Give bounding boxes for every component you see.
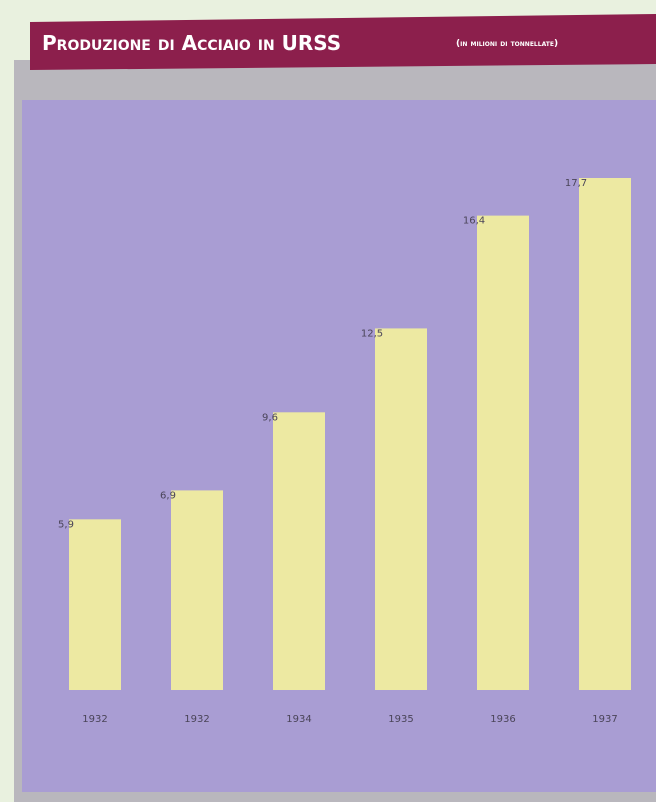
data-label: 5,9 bbox=[58, 519, 74, 530]
bar bbox=[477, 215, 529, 690]
data-label: 12,5 bbox=[361, 328, 383, 339]
data-label: 16,4 bbox=[463, 216, 485, 227]
bar bbox=[273, 412, 325, 690]
title-bar bbox=[30, 14, 656, 70]
x-tick-label: 1936 bbox=[490, 714, 515, 725]
bar bbox=[171, 490, 223, 690]
x-tick-label: 1935 bbox=[388, 714, 413, 725]
bar bbox=[579, 178, 631, 690]
data-label: 17,7 bbox=[565, 178, 587, 189]
data-label: 9,6 bbox=[262, 412, 278, 423]
data-label: 6,9 bbox=[160, 490, 176, 501]
chart-subtitle: (in milioni di tonnellate) bbox=[456, 39, 558, 49]
x-tick-label: 1937 bbox=[592, 714, 617, 725]
chart-title: Produzione di Acciaio in URSS bbox=[42, 31, 341, 55]
bar bbox=[69, 519, 121, 690]
x-tick-label: 1932 bbox=[184, 714, 209, 725]
x-tick-label: 1932 bbox=[82, 714, 107, 725]
plot-area bbox=[22, 100, 656, 792]
x-tick-label: 1934 bbox=[286, 714, 311, 725]
bar bbox=[375, 328, 427, 690]
